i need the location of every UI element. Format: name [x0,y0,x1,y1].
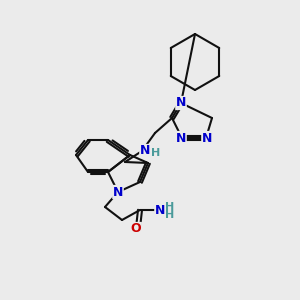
Text: H: H [165,210,175,220]
Text: N: N [202,131,212,145]
Text: N: N [155,203,165,217]
Text: N: N [113,185,123,199]
Text: N: N [140,145,150,158]
Text: H: H [165,202,175,212]
Text: O: O [131,223,141,236]
Text: N: N [176,131,186,145]
Text: H: H [152,148,160,158]
Text: N: N [176,97,186,110]
